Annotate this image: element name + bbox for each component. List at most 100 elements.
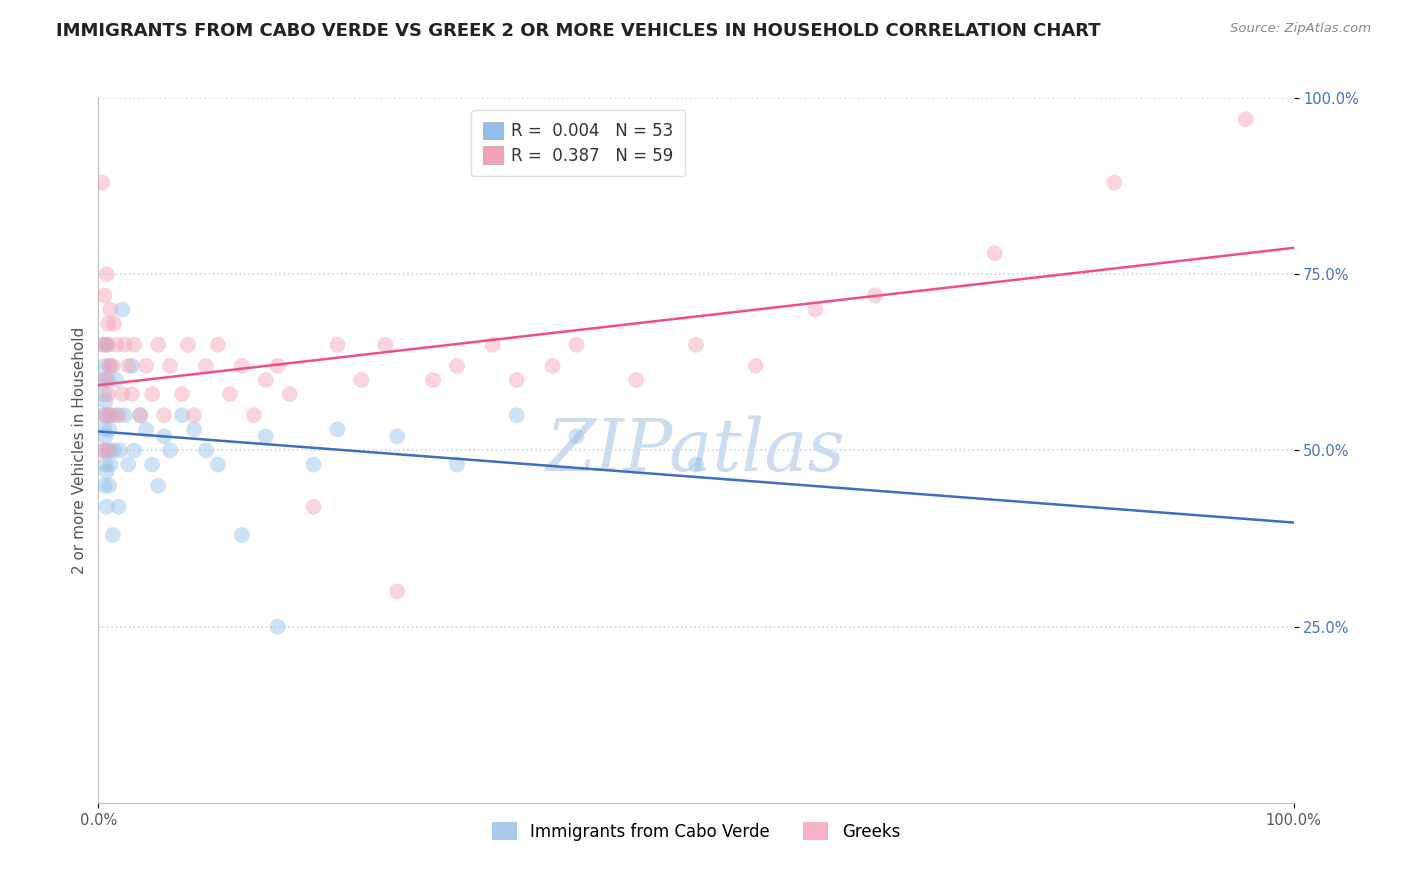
Point	[385, 584, 409, 599]
Point	[219, 387, 242, 401]
Point	[98, 359, 121, 373]
Point	[94, 408, 117, 422]
Point	[98, 359, 122, 373]
Point	[98, 422, 121, 436]
Point	[1104, 176, 1126, 190]
Point	[94, 429, 117, 443]
Point	[172, 408, 194, 422]
Point	[107, 408, 129, 422]
Point	[101, 528, 124, 542]
Point	[446, 359, 468, 373]
Point	[159, 359, 181, 373]
Point	[195, 359, 218, 373]
Point	[804, 302, 827, 317]
Point	[93, 337, 115, 351]
Point	[177, 337, 200, 351]
Point	[565, 337, 588, 351]
Point	[91, 373, 114, 387]
Point	[98, 478, 121, 492]
Point	[326, 422, 349, 436]
Point	[98, 458, 122, 472]
Point	[446, 458, 468, 472]
Point	[93, 359, 115, 373]
Point	[111, 387, 134, 401]
Text: Source: ZipAtlas.com: Source: ZipAtlas.com	[1230, 22, 1371, 36]
Point	[93, 387, 115, 401]
Point	[745, 359, 768, 373]
Point	[117, 458, 139, 472]
Point	[93, 422, 115, 436]
Point	[98, 408, 122, 422]
Point	[97, 337, 120, 351]
Point	[254, 429, 277, 443]
Point	[278, 387, 301, 401]
Point	[117, 359, 139, 373]
Point	[124, 337, 146, 351]
Point	[984, 246, 1007, 260]
Point	[243, 408, 266, 422]
Point	[105, 408, 128, 422]
Point	[865, 288, 887, 302]
Point	[153, 429, 176, 443]
Point	[267, 619, 290, 633]
Point	[565, 429, 588, 443]
Point	[685, 337, 707, 351]
Point	[231, 528, 253, 542]
Point	[105, 373, 128, 387]
Point	[93, 478, 115, 492]
Point	[482, 337, 505, 351]
Point	[121, 359, 143, 373]
Point	[326, 337, 349, 351]
Point	[183, 408, 205, 422]
Point	[91, 337, 114, 351]
Point	[97, 387, 120, 401]
Text: ZIPatlas: ZIPatlas	[546, 415, 846, 486]
Point	[422, 373, 444, 387]
Point	[114, 408, 136, 422]
Point	[91, 176, 114, 190]
Point	[96, 500, 118, 514]
Point	[183, 422, 205, 436]
Point	[506, 373, 529, 387]
Point	[91, 408, 114, 422]
Point	[129, 408, 152, 422]
Point	[111, 302, 134, 317]
Point	[94, 458, 117, 472]
Point	[94, 373, 117, 387]
Point	[108, 443, 131, 458]
Text: IMMIGRANTS FROM CABO VERDE VS GREEK 2 OR MORE VEHICLES IN HOUSEHOLD CORRELATION : IMMIGRANTS FROM CABO VERDE VS GREEK 2 OR…	[56, 22, 1101, 40]
Point	[141, 458, 163, 472]
Point	[350, 373, 373, 387]
Point	[267, 359, 290, 373]
Point	[385, 429, 409, 443]
Point	[685, 458, 707, 472]
Point	[97, 317, 120, 331]
Point	[93, 443, 115, 458]
Point	[97, 443, 120, 458]
Legend: Immigrants from Cabo Verde, Greeks: Immigrants from Cabo Verde, Greeks	[485, 816, 907, 847]
Point	[141, 387, 163, 401]
Point	[96, 408, 118, 422]
Point	[98, 408, 122, 422]
Point	[93, 288, 115, 302]
Point	[121, 387, 143, 401]
Point	[207, 458, 229, 472]
Point	[153, 408, 176, 422]
Point	[135, 359, 157, 373]
Point	[96, 465, 118, 479]
Point	[231, 359, 253, 373]
Point	[1234, 112, 1257, 127]
Point	[124, 443, 146, 458]
Point	[506, 408, 529, 422]
Point	[626, 373, 648, 387]
Point	[97, 373, 120, 387]
Point	[91, 443, 114, 458]
Point	[103, 443, 125, 458]
Y-axis label: 2 or more Vehicles in Household: 2 or more Vehicles in Household	[72, 326, 87, 574]
Point	[374, 337, 396, 351]
Point	[148, 337, 170, 351]
Point	[96, 337, 118, 351]
Point	[103, 317, 125, 331]
Point	[98, 443, 121, 458]
Point	[135, 422, 157, 436]
